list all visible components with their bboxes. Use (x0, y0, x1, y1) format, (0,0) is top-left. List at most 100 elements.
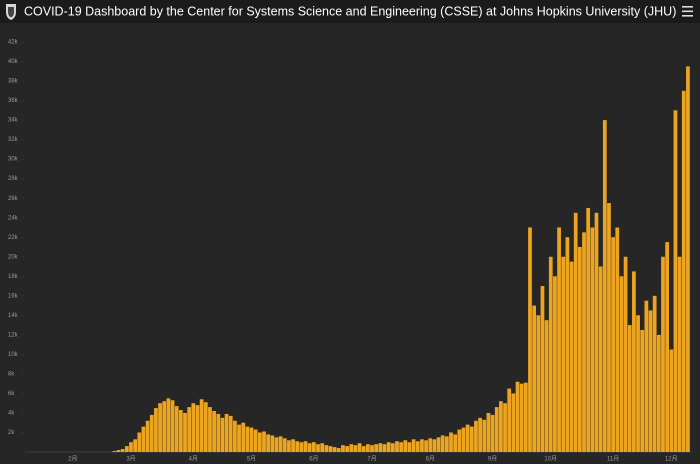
y-tick-label: 24k (8, 215, 19, 221)
bar (540, 286, 545, 452)
bar (636, 315, 640, 452)
bar (577, 247, 582, 452)
bar (652, 295, 657, 452)
menu-button[interactable] (682, 6, 693, 17)
bar (299, 442, 304, 452)
bar (490, 414, 495, 452)
bar (282, 438, 287, 452)
bar (149, 414, 154, 452)
y-tick-label: 38k (8, 79, 19, 85)
y-tick-label: 30k (8, 157, 19, 163)
bar (357, 443, 362, 452)
bar (673, 110, 678, 452)
bar (590, 227, 595, 452)
bar (623, 256, 628, 452)
bar (116, 450, 121, 452)
x-tick-label: 10月 (544, 456, 557, 463)
bar (170, 400, 175, 452)
x-tick-label: 3月 (126, 456, 135, 463)
bar (257, 432, 262, 452)
bar (278, 436, 283, 452)
bar (141, 426, 146, 452)
bar (220, 417, 225, 452)
bar (262, 431, 266, 452)
bar (345, 446, 349, 452)
x-tick-label: 2月 (68, 456, 77, 463)
bar (154, 408, 158, 452)
bar (228, 415, 233, 452)
bar (307, 443, 312, 452)
bar (499, 401, 503, 452)
bar (166, 398, 171, 452)
bar (162, 401, 167, 452)
y-tick-label: 14k (8, 313, 19, 319)
bar (532, 305, 537, 452)
bar (494, 407, 499, 452)
bar (237, 424, 241, 452)
x-tick-label: 9月 (488, 456, 497, 463)
bar (528, 227, 532, 452)
bar (420, 439, 424, 452)
bar (374, 444, 379, 452)
bar (461, 427, 466, 452)
bar (191, 403, 196, 452)
x-tick-label: 11月 (607, 456, 619, 463)
bar (569, 261, 574, 452)
bar (586, 207, 591, 452)
bar (553, 276, 557, 452)
y-tick-label: 40k (8, 59, 19, 65)
bar (353, 445, 358, 452)
bar (632, 271, 636, 452)
bar (544, 320, 549, 452)
bar (661, 256, 665, 452)
bar (129, 442, 133, 452)
bar (598, 266, 603, 452)
bar (320, 443, 325, 452)
bar (386, 442, 391, 452)
bar (399, 442, 404, 452)
y-tick-label: 2k (8, 430, 15, 436)
bar (324, 445, 329, 452)
bar (395, 441, 399, 452)
x-tick-label: 12月 (665, 456, 678, 463)
bar (187, 407, 192, 452)
bar (611, 237, 615, 452)
menu-line (682, 6, 693, 8)
bar (557, 227, 561, 452)
bar (432, 439, 437, 452)
y-tick-label: 10k (8, 352, 19, 358)
bar (602, 120, 607, 452)
bar (370, 445, 374, 452)
bar (548, 256, 553, 452)
bar (137, 432, 142, 452)
bar (390, 443, 395, 452)
bar (478, 417, 482, 452)
y-tick-label: 26k (8, 196, 19, 202)
bar (486, 412, 491, 452)
bar (224, 413, 229, 452)
bar (378, 443, 383, 452)
x-tick-label: 7月 (367, 456, 376, 463)
bar (503, 403, 507, 452)
bar (133, 439, 138, 452)
bar (411, 439, 416, 452)
bar (424, 440, 428, 452)
bar (594, 212, 599, 452)
bar (573, 212, 578, 452)
y-tick-label: 12k (8, 332, 19, 338)
bar (519, 383, 524, 452)
bar (681, 90, 686, 453)
menu-line (682, 10, 693, 13)
y-tick-label: 6k (8, 391, 15, 397)
bar (382, 444, 387, 452)
x-tick-label: 8月 (426, 456, 435, 463)
bar (316, 444, 320, 452)
bar (287, 440, 291, 452)
bar (203, 402, 208, 452)
bar (270, 435, 275, 452)
bar (507, 388, 512, 452)
y-tick-label: 4k (8, 411, 15, 417)
y-tick-label: 16k (8, 293, 19, 299)
